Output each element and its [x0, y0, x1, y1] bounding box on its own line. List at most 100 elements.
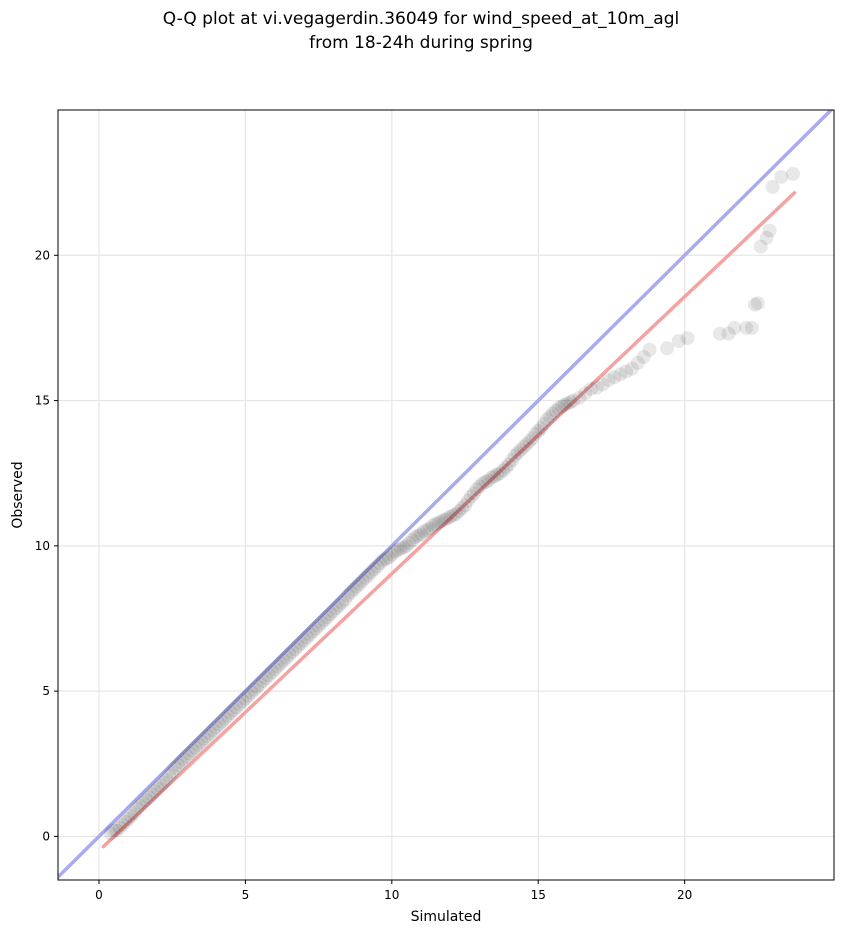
- data-point: [173, 755, 188, 770]
- x-axis-label: Simulated: [411, 909, 482, 925]
- data-point: [759, 230, 774, 245]
- axis-ticks: 0 5 10 15 20 0 5 10 15 20: [35, 248, 693, 902]
- data-point: [103, 826, 118, 841]
- y-tick-label: 0: [42, 829, 50, 843]
- data-point: [279, 650, 294, 665]
- data-point: [127, 806, 142, 821]
- data-point: [370, 559, 385, 574]
- identity-line: [58, 110, 834, 880]
- data-points: [103, 166, 801, 841]
- data-point: [712, 326, 727, 341]
- data-point: [478, 474, 493, 489]
- data-point: [156, 775, 171, 790]
- data-point: [537, 416, 552, 431]
- data-point: [440, 511, 455, 526]
- data-point: [437, 512, 452, 527]
- data-point: [206, 723, 221, 738]
- data-point: [519, 437, 534, 452]
- data-point: [560, 396, 575, 411]
- chart-title-line2: from 18-24h during spring: [309, 33, 533, 53]
- data-point: [378, 551, 393, 566]
- data-point: [367, 562, 382, 577]
- data-point: [340, 588, 355, 603]
- data-point: [323, 607, 338, 622]
- data-point: [203, 726, 218, 741]
- data-point: [434, 514, 449, 529]
- data-point: [557, 397, 572, 412]
- data-point: [112, 820, 127, 835]
- data-point: [220, 708, 235, 723]
- data-point: [408, 530, 423, 545]
- data-point: [493, 466, 508, 481]
- data-point: [305, 624, 320, 639]
- data-point: [721, 326, 736, 341]
- data-point: [355, 573, 370, 588]
- data-point: [337, 592, 352, 607]
- data-point: [472, 479, 487, 494]
- data-point: [583, 381, 598, 396]
- data-point: [487, 469, 502, 484]
- data-point: [411, 528, 426, 543]
- data-point: [422, 521, 437, 536]
- data-point: [504, 453, 519, 468]
- data-point: [381, 550, 396, 565]
- data-point: [308, 621, 323, 636]
- data-point: [525, 431, 540, 446]
- data-point: [548, 403, 563, 418]
- data-point: [343, 585, 358, 600]
- data-point: [232, 697, 247, 712]
- data-point: [660, 341, 675, 356]
- data-point: [607, 370, 622, 385]
- data-point: [358, 570, 373, 585]
- data-point: [765, 180, 780, 194]
- data-point: [258, 671, 273, 686]
- data-point: [124, 809, 139, 824]
- data-point: [217, 711, 232, 726]
- data-point: [276, 653, 291, 668]
- data-point: [466, 486, 481, 501]
- data-point: [499, 460, 514, 475]
- data-point: [680, 331, 695, 346]
- data-point: [138, 793, 153, 808]
- data-point: [384, 547, 399, 562]
- data-point: [624, 361, 639, 376]
- data-point: [739, 320, 754, 335]
- plot-frame: [57, 109, 835, 881]
- data-point: [463, 489, 478, 504]
- data-point: [390, 543, 405, 558]
- data-point: [727, 320, 742, 335]
- data-point: [150, 781, 165, 796]
- data-point: [484, 470, 499, 485]
- data-point: [191, 737, 206, 752]
- data-point: [396, 540, 411, 555]
- data-point: [144, 787, 159, 802]
- data-point: [578, 386, 593, 401]
- data-point: [346, 582, 361, 597]
- data-point: [226, 703, 241, 718]
- data-point: [264, 665, 279, 680]
- data-point: [425, 518, 440, 533]
- data-point: [458, 498, 473, 513]
- data-point: [247, 682, 262, 697]
- data-point: [545, 406, 560, 421]
- data-point: [542, 409, 557, 424]
- x-tick-label: 0: [95, 888, 103, 902]
- data-point: [417, 524, 432, 539]
- y-tick-label: 20: [35, 248, 50, 262]
- data-point: [320, 610, 335, 625]
- x-tick-label: 10: [384, 888, 399, 902]
- data-point: [182, 746, 197, 761]
- data-point: [141, 790, 156, 805]
- data-point: [750, 296, 765, 311]
- data-point: [349, 579, 364, 594]
- data-point: [132, 798, 147, 813]
- data-point: [671, 334, 686, 348]
- data-point: [630, 355, 645, 370]
- data-point: [294, 636, 309, 651]
- data-point: [302, 627, 317, 642]
- data-point: [399, 538, 414, 553]
- data-point: [540, 412, 555, 427]
- data-point: [747, 297, 762, 312]
- y-tick-label: 15: [35, 394, 50, 408]
